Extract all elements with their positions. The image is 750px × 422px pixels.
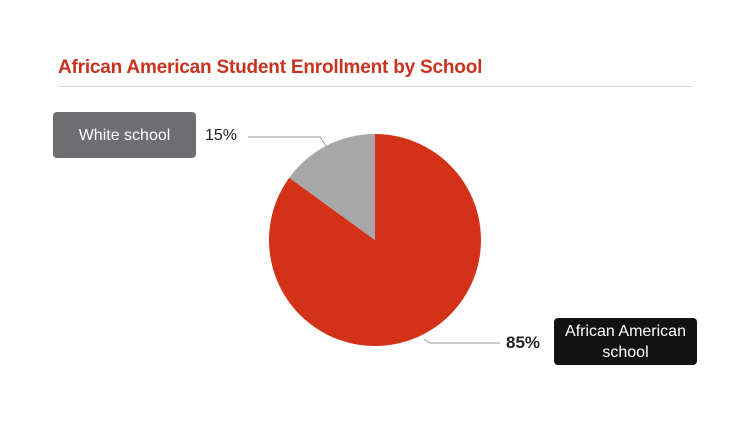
data-label-white-school: 15% [205,127,238,144]
leader-line-african-american-school [423,338,500,344]
pie-slice-african-american-school [268,134,481,346]
title-divider [58,86,692,87]
callout-label-white-school: White school [53,112,196,158]
leader-line-white-school [248,136,327,147]
pie-slice-white-school [289,134,375,240]
callout-label-african-american-school: African American school [554,318,697,365]
data-label-african-american-school: 85% [506,333,541,352]
chart-title: African American Student Enrollment by S… [58,57,483,78]
